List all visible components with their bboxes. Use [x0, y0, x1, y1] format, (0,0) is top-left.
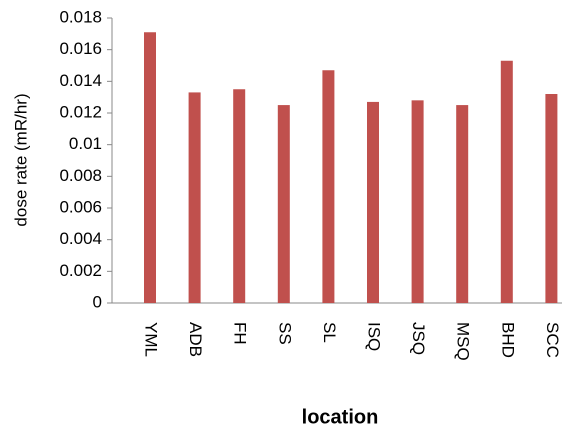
bar [411, 100, 424, 303]
y-tick-label: 0.014 [59, 71, 102, 90]
x-tick-label: JSQ [409, 322, 428, 355]
bar [545, 94, 558, 303]
y-tick-label: 0.012 [59, 102, 102, 121]
x-tick-label: ADB [186, 322, 205, 357]
y-tick-label: 0.018 [59, 7, 102, 26]
x-tick-label: FH [231, 322, 250, 345]
y-tick-label: 0.006 [59, 197, 102, 216]
x-tick-label: SS [275, 322, 294, 345]
bar [277, 105, 290, 303]
x-tick-label: SCC [543, 322, 562, 358]
bar [456, 105, 469, 303]
bar [367, 101, 379, 304]
bar [188, 92, 201, 304]
x-tick-label: MSQ [454, 322, 473, 361]
y-axis-label: dose rate (mR/hr) [11, 93, 30, 226]
x-tick-label: YML [142, 322, 161, 357]
x-axis-label: location [302, 406, 379, 428]
x-tick-label: ISQ [365, 322, 384, 351]
y-tick-label: 0.008 [59, 166, 102, 185]
y-tick-label: 0.004 [59, 229, 102, 248]
y-tick-label: 0.002 [59, 261, 102, 280]
bar [233, 89, 246, 303]
y-tick-label: 0.016 [59, 39, 102, 58]
bar [144, 32, 156, 303]
x-tick-label: SL [320, 322, 339, 343]
bar [322, 70, 335, 303]
x-tick-label: BHD [498, 322, 517, 358]
y-tick-label: 0.01 [69, 134, 102, 153]
bar [500, 60, 513, 303]
y-tick-label: 0 [93, 292, 102, 311]
